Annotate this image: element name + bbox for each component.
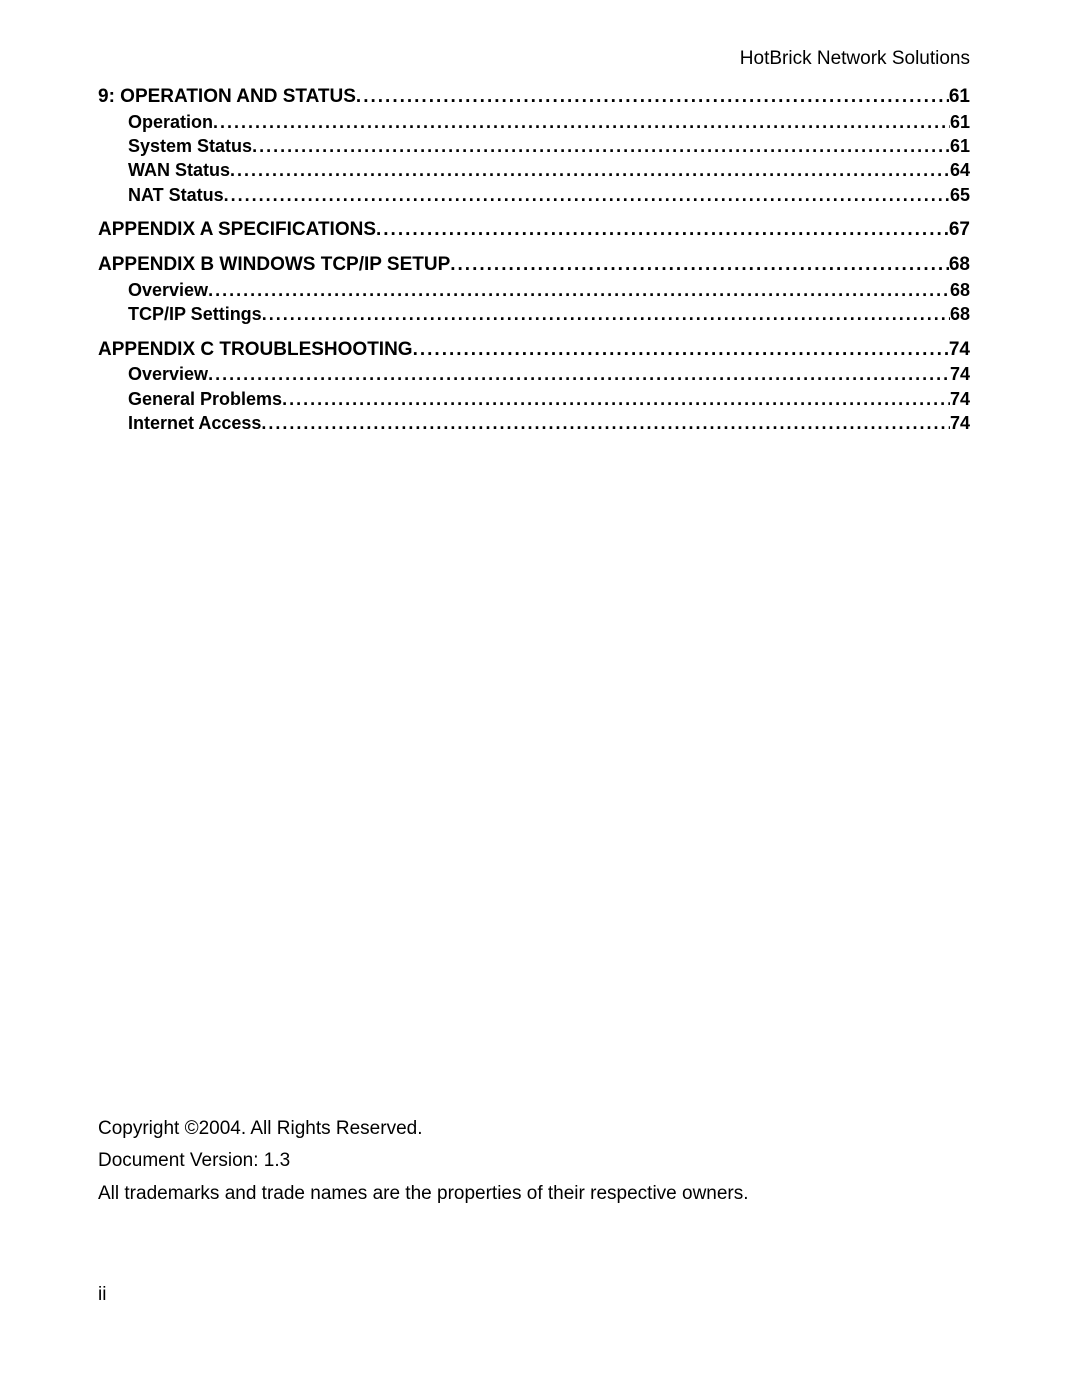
page-number: ii: [98, 1284, 106, 1306]
toc-page-number: 61: [950, 134, 970, 158]
toc-subitem: System Status 61: [128, 134, 970, 158]
toc-label: WAN Status: [128, 158, 230, 182]
toc-page-number: 68: [950, 278, 970, 302]
toc-subitem: General Problems 74: [128, 387, 970, 411]
toc-page-number: 65: [950, 183, 970, 207]
toc-section: APPENDIX C TROUBLESHOOTING 74 Overview 7…: [98, 337, 970, 436]
toc-label: Overview: [128, 362, 208, 386]
toc-page-number: 67: [949, 217, 970, 243]
toc-label: TCP/IP Settings: [128, 302, 262, 326]
toc-subitem: TCP/IP Settings 68: [128, 302, 970, 326]
toc-label: 9: OPERATION AND STATUS: [98, 84, 356, 110]
toc-page-number: 61: [950, 110, 970, 134]
toc-subitem: Internet Access 74: [128, 411, 970, 435]
toc-leader-dots: [224, 183, 950, 207]
toc-label: Overview: [128, 278, 208, 302]
toc-page-number: 68: [949, 252, 970, 278]
toc-label: NAT Status: [128, 183, 224, 207]
toc-page-number: 74: [950, 411, 970, 435]
toc-leader-dots: [208, 278, 950, 302]
toc-leader-dots: [252, 134, 950, 158]
toc-section: APPENDIX A SPECIFICATIONS 67: [98, 217, 970, 243]
toc-page-number: 61: [949, 84, 970, 110]
toc-label: APPENDIX C TROUBLESHOOTING: [98, 337, 413, 363]
toc-subitem: NAT Status 65: [128, 183, 970, 207]
toc-page-number: 68: [950, 302, 970, 326]
toc-heading: 9: OPERATION AND STATUS 61: [98, 84, 970, 110]
toc-page-number: 74: [950, 387, 970, 411]
footer-block: Copyright ©2004. All Rights Reserved. Do…: [98, 1113, 749, 1210]
toc-leader-dots: [356, 84, 949, 110]
toc-page-number: 74: [949, 337, 970, 363]
toc-heading: APPENDIX C TROUBLESHOOTING 74: [98, 337, 970, 363]
toc-leader-dots: [413, 337, 949, 363]
toc-label: Internet Access: [128, 411, 261, 435]
page-content: HotBrick Network Solutions 9: OPERATION …: [98, 48, 970, 1348]
toc-subitem: WAN Status 64: [128, 158, 970, 182]
toc-label: System Status: [128, 134, 252, 158]
toc-leader-dots: [376, 217, 949, 243]
toc-subitem: Overview 68: [128, 278, 970, 302]
toc-label: APPENDIX B WINDOWS TCP/IP SETUP: [98, 252, 450, 278]
copyright-text: Copyright ©2004. All Rights Reserved.: [98, 1113, 749, 1145]
toc-leader-dots: [213, 110, 950, 134]
toc-page-number: 64: [950, 158, 970, 182]
trademark-text: All trademarks and trade names are the p…: [98, 1178, 749, 1210]
toc-heading: APPENDIX A SPECIFICATIONS 67: [98, 217, 970, 243]
toc-leader-dots: [261, 411, 950, 435]
toc-heading: APPENDIX B WINDOWS TCP/IP SETUP 68: [98, 252, 970, 278]
toc-leader-dots: [208, 362, 950, 386]
toc-leader-dots: [450, 252, 949, 278]
toc-label: General Problems: [128, 387, 282, 411]
version-text: Document Version: 1.3: [98, 1145, 749, 1177]
toc-subitem: Overview 74: [128, 362, 970, 386]
toc-section: APPENDIX B WINDOWS TCP/IP SETUP 68 Overv…: [98, 252, 970, 326]
toc-leader-dots: [282, 387, 950, 411]
toc-leader-dots: [230, 158, 950, 182]
toc-label: Operation: [128, 110, 213, 134]
toc-leader-dots: [262, 302, 950, 326]
toc-subitem: Operation 61: [128, 110, 970, 134]
toc-page-number: 74: [950, 362, 970, 386]
toc-section: 9: OPERATION AND STATUS 61 Operation 61 …: [98, 84, 970, 207]
page-header: HotBrick Network Solutions: [98, 48, 970, 70]
toc-label: APPENDIX A SPECIFICATIONS: [98, 217, 376, 243]
